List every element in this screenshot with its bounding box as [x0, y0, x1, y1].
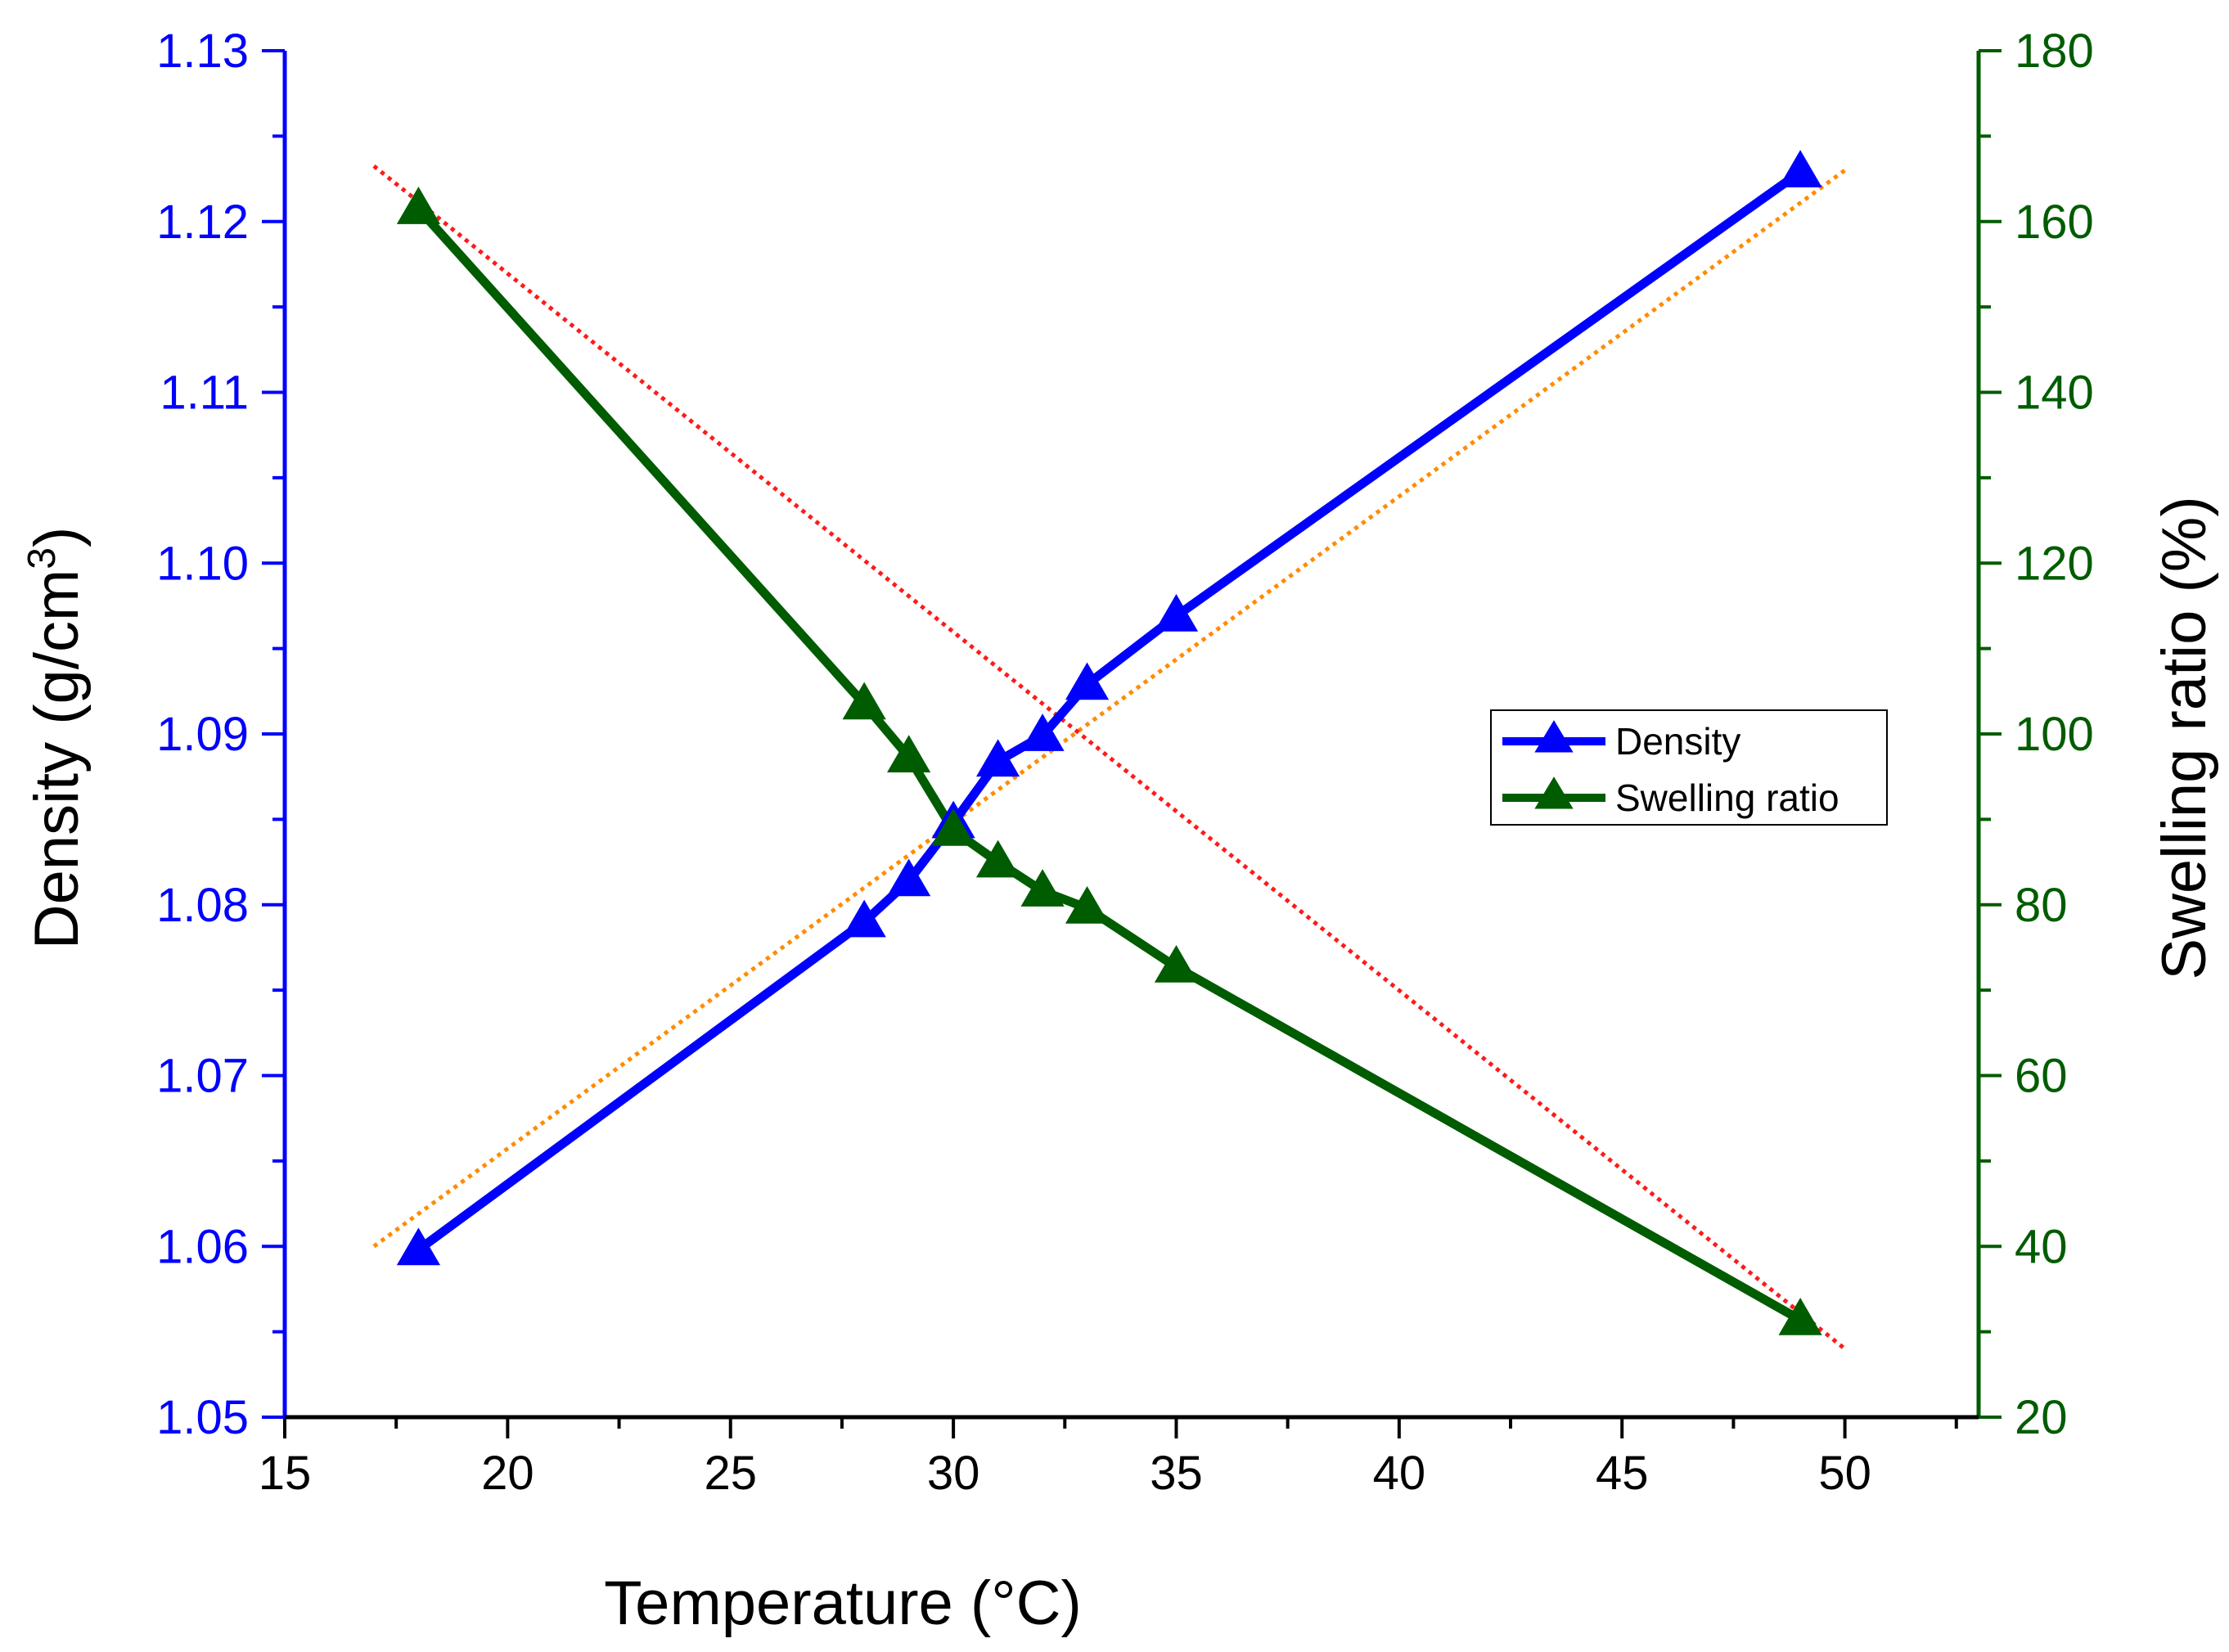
right-y-tick-label: 20	[2015, 1391, 2068, 1444]
left-y-tick-label: 1.13	[156, 25, 249, 78]
density-point	[396, 1227, 441, 1266]
density-fit-line	[372, 169, 1847, 1249]
left-y-tick-label: 1.11	[160, 367, 249, 420]
density-point	[842, 899, 886, 938]
left-y-axis-title: Density (g/cm3)	[20, 527, 92, 950]
right-y-tick-label: 80	[2015, 879, 2068, 932]
x-axis-title: Temperature (°C)	[604, 1569, 1082, 1638]
right-y-tick-label: 40	[2015, 1220, 2068, 1273]
left-y-tick-label: 1.06	[156, 1220, 249, 1273]
swelling-ratio-point	[1020, 869, 1065, 907]
left-y-tick-label: 1.09	[156, 708, 249, 761]
left-y-tick-label: 1.05	[156, 1391, 249, 1444]
density-point	[1154, 593, 1199, 632]
swelling-ratio-point	[975, 840, 1020, 878]
right-y-tick-label: 60	[2015, 1050, 2068, 1103]
density-point	[1778, 150, 1822, 187]
right-y-tick-label: 160	[2015, 196, 2094, 249]
legend-density-label: Density	[1615, 720, 1740, 763]
density-point	[887, 858, 931, 897]
left-y-axis-title-superscript: 3	[20, 547, 64, 569]
swelling-ratio-point	[1778, 1298, 1822, 1335]
right-y-axis-title: Swelling ratio (%)	[2150, 496, 2219, 979]
right-y-tick-label: 120	[2015, 537, 2094, 590]
density-point	[1065, 662, 1110, 700]
left-y-tick-label: 1.10	[156, 537, 249, 590]
left-y-tick-label: 1.07	[156, 1050, 249, 1103]
left-y-tick-label: 1.08	[156, 879, 249, 932]
right-y-tick-label: 180	[2015, 25, 2094, 78]
legend: Density Swelling ratio	[1490, 709, 1888, 826]
left-y-tick-label: 1.12	[156, 196, 249, 249]
x-tick-label: 35	[1150, 1447, 1203, 1500]
right-y-tick-label: 140	[2015, 367, 2094, 420]
swelling-ratio-point	[396, 187, 441, 224]
x-tick-label: 15	[259, 1447, 312, 1500]
swelling-ratio-point	[1154, 944, 1199, 983]
swelling-ratio-point	[842, 682, 886, 720]
right-y-tick-label: 100	[2015, 708, 2094, 761]
left-y-axis-title-close: )	[22, 527, 92, 547]
legend-swelling-marker	[1534, 776, 1574, 809]
swelling-ratio-point	[887, 735, 931, 772]
x-tick-label: 45	[1596, 1447, 1649, 1500]
left-y-axis-title-main: Density (g/cm	[22, 569, 92, 950]
legend-swelling-label: Swelling ratio	[1615, 776, 1839, 819]
swelling-ratio-point	[1065, 885, 1110, 924]
x-tick-label: 50	[1818, 1447, 1871, 1500]
left-y-axis-ticks: 1.05 1.06 1.07 1.08 1.09 1.10 1.11 1.12 1.13	[156, 25, 285, 1444]
density-point	[1020, 713, 1065, 751]
swelling-ratio-point	[931, 808, 975, 846]
fit-lines	[372, 164, 1847, 1351]
data-series	[396, 150, 1822, 1335]
right-y-axis-ticks: 20 40 60 80 100 120 140 160 180	[1979, 25, 2094, 1444]
x-tick-label: 20	[481, 1447, 534, 1500]
x-axis-ticks: 15 20 25 30 35 40 45 50	[259, 1417, 1958, 1500]
density-point	[975, 739, 1020, 777]
x-tick-label: 25	[704, 1447, 757, 1500]
x-tick-label: 40	[1373, 1447, 1426, 1500]
legend-density-marker	[1534, 720, 1574, 753]
x-tick-label: 30	[927, 1447, 980, 1500]
